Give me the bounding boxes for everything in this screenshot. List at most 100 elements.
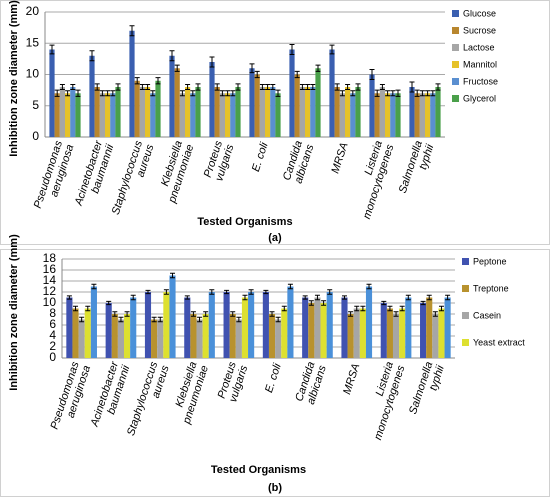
bar — [314, 297, 321, 358]
bar — [347, 314, 354, 358]
bar — [287, 286, 294, 358]
bar — [105, 303, 112, 358]
error-bar — [73, 305, 79, 312]
bar — [435, 87, 441, 137]
bar — [179, 93, 185, 137]
error-bar — [230, 311, 236, 317]
error-bar — [130, 294, 136, 301]
bar — [185, 87, 191, 137]
bar — [345, 87, 351, 137]
bar — [209, 62, 215, 137]
bar — [432, 314, 439, 358]
bar — [395, 93, 401, 137]
error-bar — [430, 90, 436, 97]
bar — [59, 87, 65, 137]
error-bar — [169, 50, 175, 62]
bar — [438, 308, 445, 358]
bar — [184, 297, 191, 358]
error-bar — [305, 84, 311, 90]
y-tick-label: 10 — [43, 295, 57, 309]
bar — [90, 286, 97, 358]
bar — [254, 74, 260, 137]
bar — [174, 68, 180, 137]
legend-swatch — [452, 95, 459, 102]
bar — [225, 93, 231, 137]
error-bar — [327, 289, 333, 295]
error-bar — [432, 311, 438, 317]
error-bar — [157, 316, 163, 323]
y-tick-label: 0 — [32, 129, 39, 143]
error-bar — [302, 295, 308, 300]
error-bar — [438, 305, 444, 312]
error-bar — [308, 300, 314, 306]
error-bar — [235, 83, 241, 91]
legend-swatch — [462, 258, 469, 265]
bar — [110, 93, 116, 137]
bar — [235, 319, 242, 358]
y-tick-label: 12 — [43, 284, 57, 298]
bar — [426, 297, 433, 358]
y-tick-label: 20 — [26, 4, 40, 18]
error-bar — [110, 90, 116, 97]
error-bar — [151, 316, 157, 323]
error-bar — [345, 84, 351, 90]
error-bar — [414, 89, 420, 97]
bar — [308, 303, 315, 358]
legend-swatch — [462, 285, 469, 292]
y-axis-label: Inhibition zone diameter (mm) — [8, 0, 20, 157]
legend-label: Glucose — [463, 8, 496, 18]
bar — [169, 275, 176, 358]
legend-label: Yeast extract — [473, 337, 525, 347]
error-bar — [420, 300, 426, 306]
bar — [89, 55, 95, 137]
error-bar — [275, 89, 281, 97]
error-bar — [281, 305, 287, 312]
error-bar — [263, 289, 269, 295]
bar — [315, 68, 321, 137]
bar — [444, 297, 451, 358]
y-tick-label: 14 — [43, 273, 57, 287]
bar — [235, 87, 241, 137]
bar — [219, 93, 225, 137]
bar — [195, 87, 201, 137]
bar — [420, 303, 427, 358]
bar — [84, 308, 91, 358]
error-bar — [385, 90, 391, 97]
bar — [339, 93, 345, 137]
error-bar — [225, 90, 231, 97]
error-bar — [381, 300, 387, 306]
bar — [196, 319, 203, 358]
bar — [399, 308, 406, 358]
error-bar — [236, 316, 242, 323]
error-bar — [390, 90, 396, 97]
error-bar — [395, 89, 401, 97]
bar — [380, 303, 387, 358]
bar — [329, 49, 335, 137]
error-bar — [85, 305, 91, 312]
bar — [117, 319, 125, 358]
error-bar — [65, 90, 71, 97]
bar — [229, 314, 236, 358]
legend-label: Treptone — [473, 283, 509, 293]
error-bar — [150, 90, 156, 97]
bar — [289, 49, 295, 137]
legend-swatch — [452, 78, 459, 85]
error-bar — [190, 90, 196, 97]
bar — [248, 292, 255, 358]
error-bar — [105, 90, 111, 97]
bar — [70, 87, 76, 137]
bar — [390, 93, 396, 137]
bar — [262, 292, 269, 358]
error-bar — [209, 289, 215, 295]
bar — [105, 93, 111, 137]
error-bar — [134, 77, 140, 85]
legend-label: Casein — [473, 310, 501, 320]
error-bar — [70, 84, 76, 90]
bar — [359, 308, 366, 358]
y-tick-label: 18 — [43, 251, 57, 265]
error-bar — [185, 84, 191, 90]
error-bar — [112, 311, 118, 317]
bar — [299, 87, 305, 137]
error-bar — [106, 300, 112, 306]
error-bar — [405, 294, 411, 301]
